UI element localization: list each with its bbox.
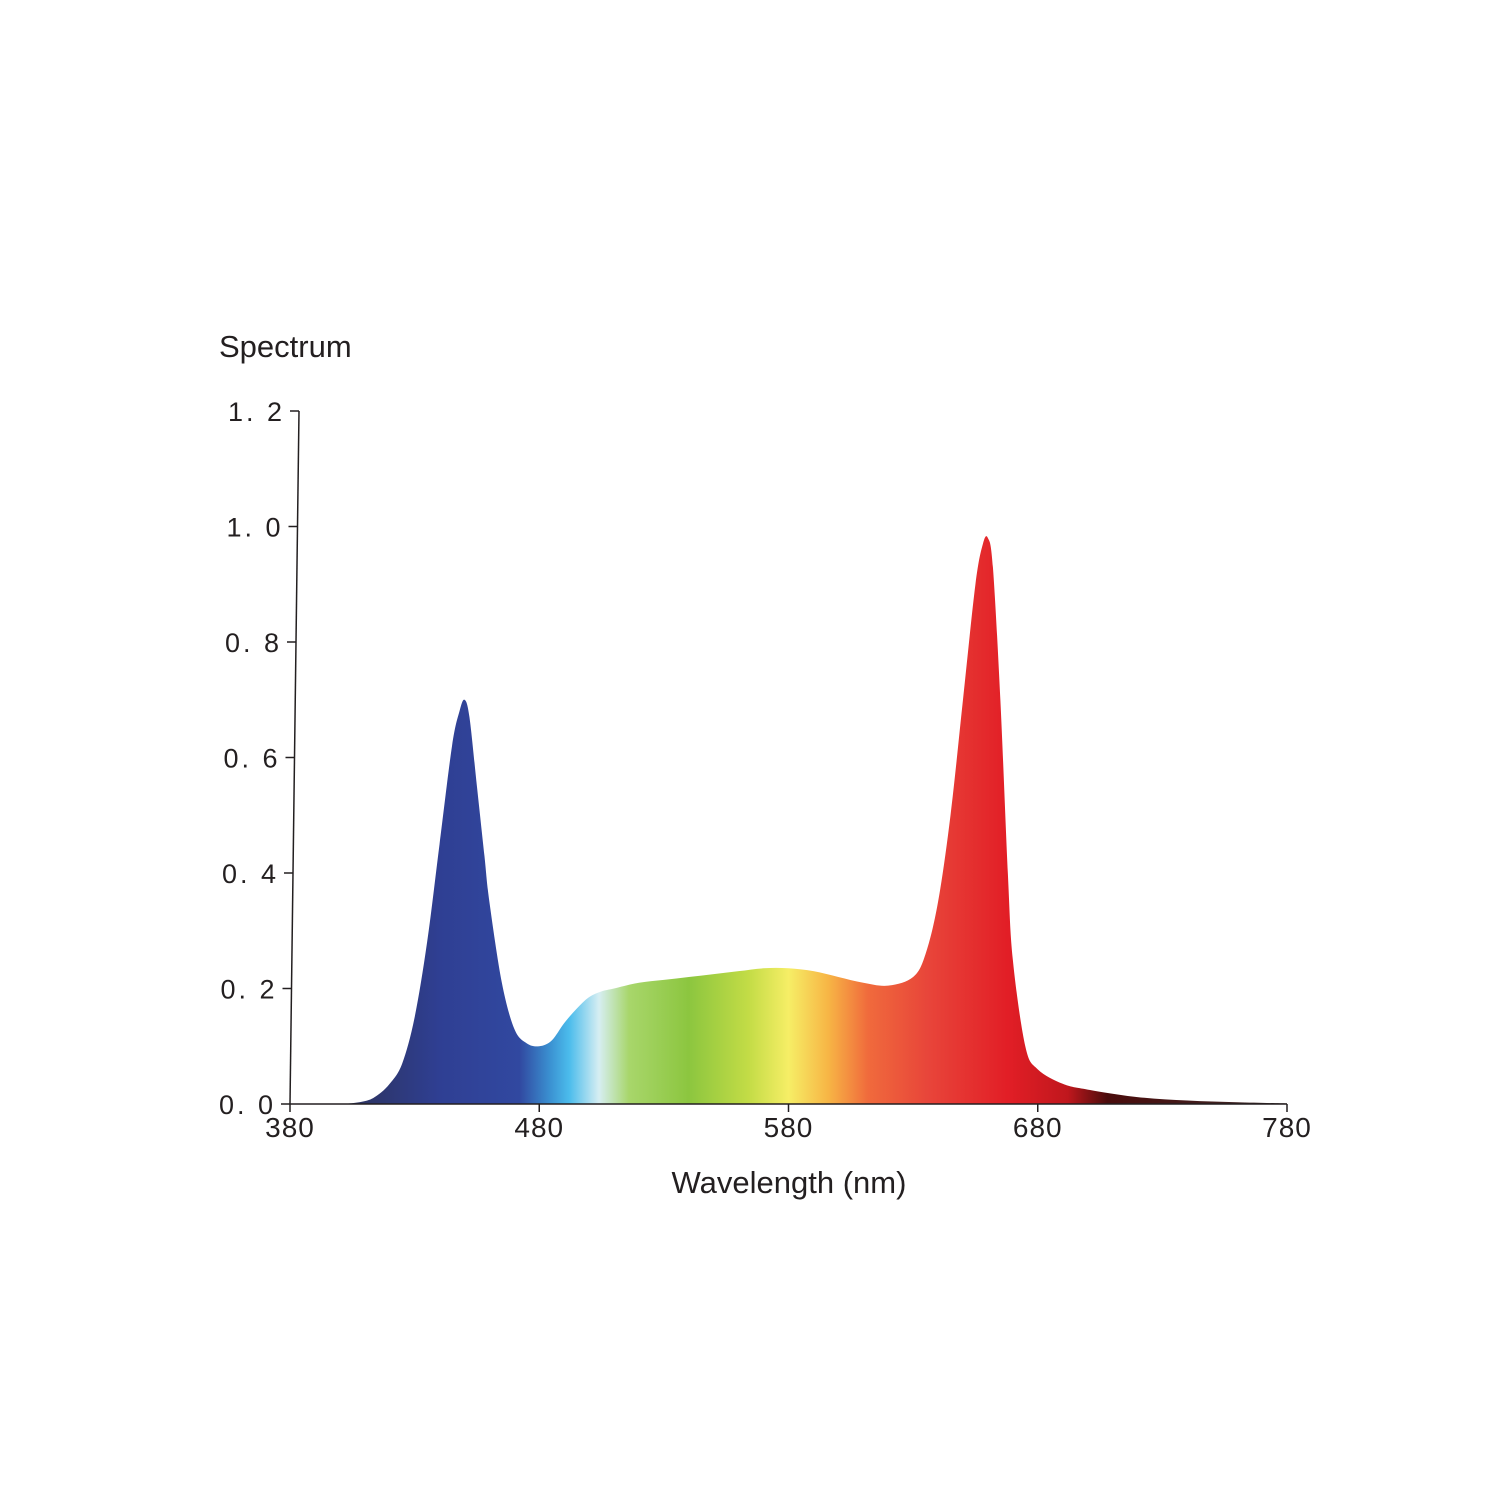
x-axis-title: Wavelength (nm) [672, 1165, 907, 1200]
plot-area [290, 536, 1287, 1104]
y-ticks: 0. 0 0. 2 0. 4 0. 6 0. 8 1. 0 1. 2 [219, 397, 299, 1120]
y-tick-label: 0. 0 [219, 1090, 276, 1120]
y-tick-label: 0. 4 [222, 859, 279, 889]
spectrum-area [290, 536, 1287, 1104]
y-tick-label: 1. 0 [226, 513, 283, 543]
x-tick-label: 680 [1013, 1112, 1063, 1143]
chart-title: Spectrum [219, 329, 352, 364]
x-tick-label: 580 [764, 1112, 814, 1143]
y-tick-label: 0. 6 [223, 744, 280, 774]
x-ticks: 380 480 580 680 780 [265, 1104, 1312, 1143]
y-tick-label: 0. 8 [225, 628, 282, 658]
y-tick-label: 1. 2 [228, 397, 285, 427]
x-tick-label: 480 [514, 1112, 564, 1143]
x-tick-label: 780 [1262, 1112, 1312, 1143]
y-tick-label: 0. 2 [220, 975, 277, 1005]
x-tick-label: 380 [265, 1112, 315, 1143]
